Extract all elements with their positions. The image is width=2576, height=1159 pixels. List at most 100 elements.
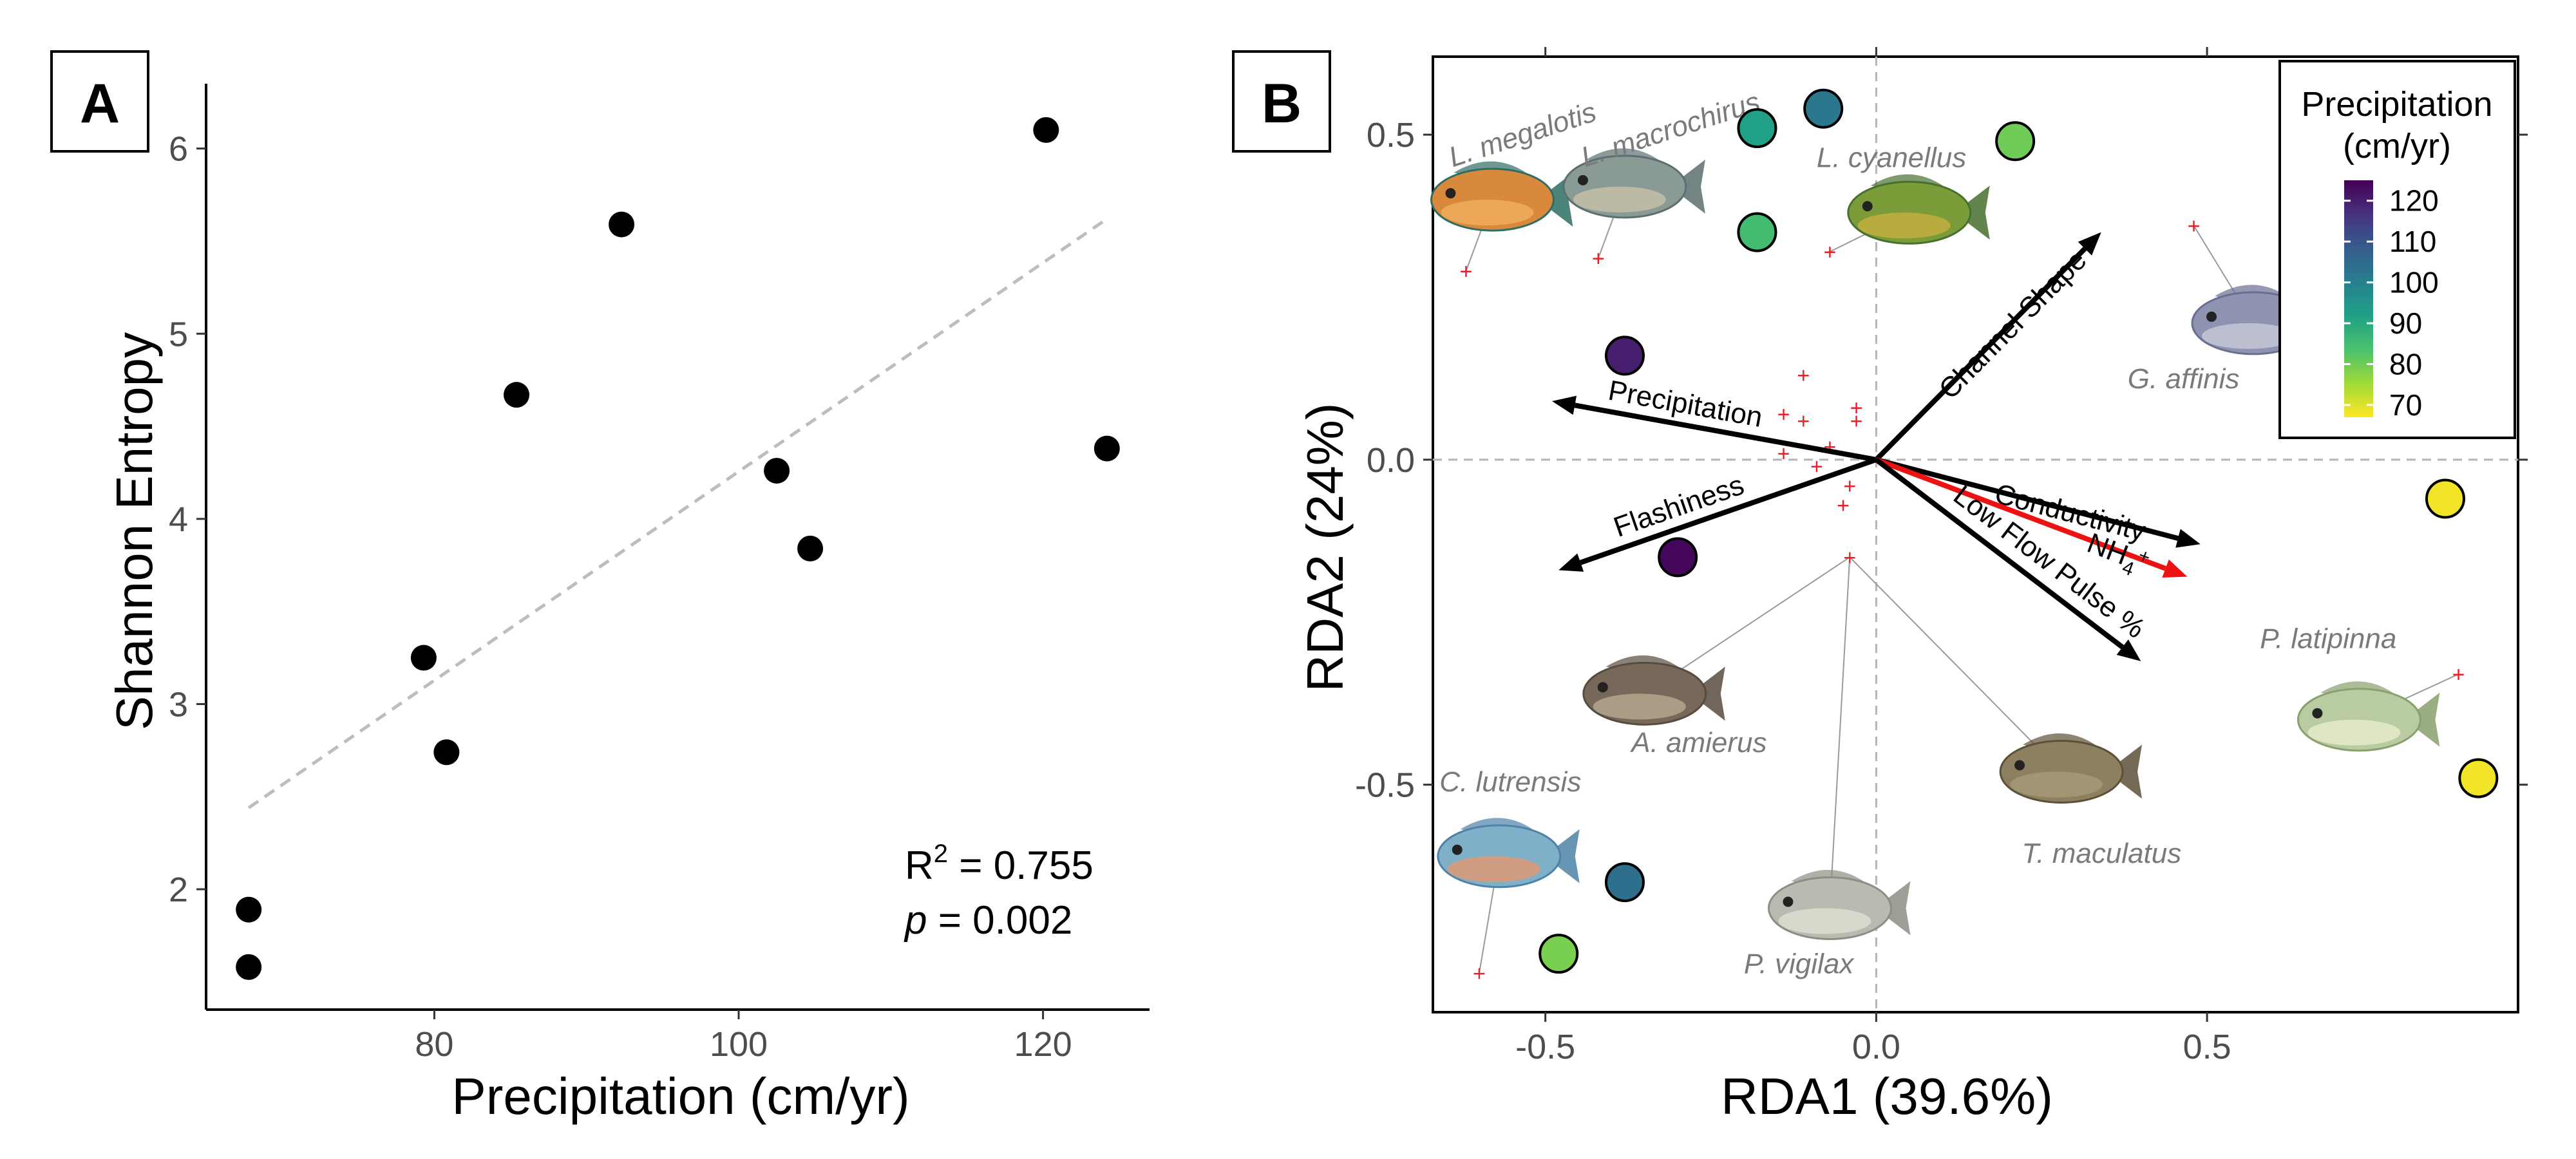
panel-a-points-layer: [236, 117, 1120, 980]
data-point: [609, 211, 635, 238]
legend-box: [2278, 60, 2516, 439]
panel-a-x-tick-label: 120: [1014, 1025, 1072, 1064]
species-score-point: +: [1810, 455, 1823, 479]
species-leader-line: [1849, 556, 2062, 773]
panel-a-y-tick-label: 3: [169, 685, 188, 724]
panel-a-y-axis-label: Shannon Entropy: [106, 332, 163, 730]
panel-a-label: A: [80, 73, 120, 135]
colorbar-tick-label: 110: [2389, 225, 2436, 258]
panel-b-y-tick-label: 0.5: [1367, 116, 1415, 155]
r-squared-annotation: R2 = 0.755: [905, 840, 1094, 888]
fish-belly: [1447, 856, 1540, 882]
site-point: [1604, 862, 1645, 903]
species-score-point: +: [1777, 402, 1790, 427]
vector-label: Flashiness: [1609, 469, 1748, 543]
species-label: P. latipinna: [2260, 623, 2396, 655]
vector-label-name: Channel Shape: [1933, 244, 2092, 405]
fish-tail: [1689, 666, 1725, 721]
colorbar-tick-label: 80: [2389, 348, 2422, 381]
legend-title-line2: (cm/yr): [2343, 127, 2451, 165]
species-label: L. cyanellus: [1817, 142, 1966, 174]
r-squared-value: = 0.755: [948, 843, 1094, 888]
fish-illustration: [1999, 733, 2143, 804]
species-score-point: +: [1473, 961, 1486, 986]
fish-illustration: [1767, 869, 1911, 940]
fish-tail: [1669, 159, 1705, 214]
panel-b-sites-layer: [1539, 88, 2499, 974]
site-point: [1995, 121, 2036, 162]
data-point: [410, 645, 437, 671]
vector-arrow-shaft: [1874, 457, 2125, 650]
panel-b-y-tick-label: 0.0: [1367, 441, 1415, 480]
panel-a-axes: 80 100 120 2 3 4 5 6: [169, 84, 1150, 1064]
species-score-point: +: [1843, 474, 1856, 498]
panel-b-x-tick-label: -0.5: [1515, 1028, 1575, 1066]
colorbar-tick-label: 120: [2389, 184, 2439, 218]
fish-belly: [2202, 323, 2295, 349]
site-point: [1803, 88, 1844, 129]
panel-a-x-tick-label: 100: [710, 1025, 768, 1064]
r-squared-superscript: 2: [934, 840, 948, 868]
panel-b-x-tick-label: 0.5: [2183, 1028, 2231, 1066]
p-value-value: = 0.002: [927, 898, 1072, 943]
species-score-point: +: [1843, 545, 1856, 570]
fish-illustration: [1562, 148, 1705, 219]
species-score-point: +: [2188, 214, 2201, 238]
species-label: C. lutrensis: [1439, 766, 1581, 798]
vector-arrow-shaft: [1579, 457, 1877, 565]
species-label: T. maculatus: [2022, 838, 2181, 869]
legend-title-line1: Precipitation: [2301, 85, 2492, 124]
fish-tail: [2404, 692, 2440, 747]
species-score-point: +: [1797, 364, 1810, 388]
vector-arrow-shaft: [1875, 457, 2179, 541]
panel-b-label: B: [1262, 73, 1302, 135]
species-score-point: +: [1850, 409, 1863, 433]
vector-label-name: Flashiness: [1609, 469, 1748, 543]
site-point: [1539, 934, 1579, 974]
species-score-point: +: [1824, 435, 1837, 460]
trend-line: [247, 217, 1108, 809]
vector-arrow-head: [1551, 395, 1577, 415]
panel-a-trend-layer: [247, 217, 1108, 809]
species-leader-line: [1829, 557, 1851, 909]
fish-belly: [1593, 693, 1686, 720]
data-point: [1094, 435, 1120, 462]
vector-arrow-shaft: [1574, 402, 1877, 462]
fish-eye: [2014, 760, 2025, 771]
colorbar-tick-label: 90: [2389, 306, 2422, 340]
p-value-annotation: p = 0.002: [904, 898, 1072, 943]
fish-illustration: [1847, 174, 1990, 245]
species-label: A. amierus: [1629, 727, 1766, 759]
fish-eye: [1577, 174, 1588, 185]
fish-eye: [2206, 311, 2217, 322]
colorbar-tick-label: 100: [2389, 266, 2439, 299]
species-score-point: +: [1837, 494, 1850, 518]
vector-arrow-head: [1558, 553, 1584, 572]
site-point: [1604, 335, 1645, 376]
fish-tail: [1875, 881, 1911, 936]
panel-b-plot-frame: [1432, 55, 2519, 1013]
fish-belly: [1857, 212, 1951, 239]
fish-eye: [1452, 844, 1463, 855]
site-point: [1737, 108, 1777, 149]
vector-arrow-head: [2116, 639, 2141, 661]
data-point: [797, 535, 824, 561]
species-score-point: +: [1777, 442, 1790, 466]
fish-belly: [1573, 186, 1666, 212]
fish-tail: [1544, 829, 1580, 883]
fish-illustration: [1430, 161, 1573, 232]
colorbar-tick-label: 70: [2389, 388, 2422, 422]
vector-arrow-head: [2162, 559, 2188, 578]
r-squared-prefix: R: [905, 843, 934, 888]
data-point: [1033, 117, 1059, 143]
fish-belly: [2010, 771, 2103, 798]
fish-illustration: [1582, 655, 1725, 726]
data-point: [236, 896, 262, 923]
fish-illustration: [2297, 681, 2440, 752]
site-point: [1658, 537, 1698, 578]
species-score-point: +: [1850, 396, 1863, 420]
species-score-point: +: [1824, 240, 1837, 265]
panel-a-y-tick-label: 6: [169, 130, 188, 169]
panel-a: A 80 100 120 2 3 4 5 6 Precipitation (cm/yr) Sh…: [50, 50, 1150, 1125]
